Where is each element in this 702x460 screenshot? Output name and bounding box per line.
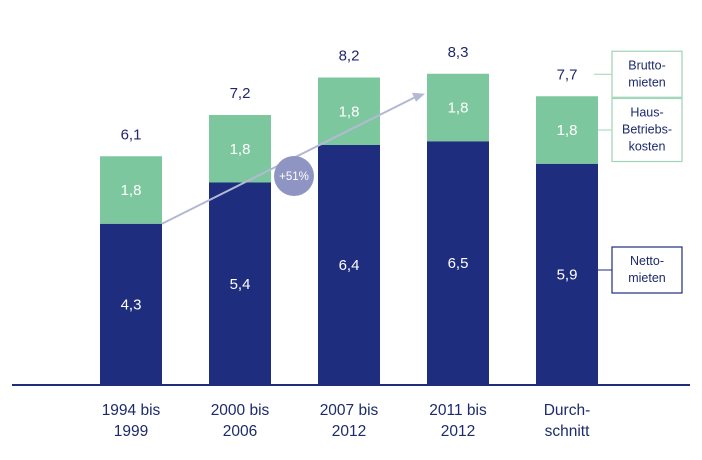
- data-label-netto-4: 5,9: [557, 266, 578, 283]
- data-label-netto-3: 6,5: [448, 255, 469, 272]
- category-label-1-0: 2000 bis: [211, 402, 270, 419]
- legend-label-brutto-1: mieten: [628, 75, 666, 89]
- bar-netto-1: [209, 182, 271, 385]
- data-label-betriebskosten-2: 1,8: [339, 103, 360, 120]
- legend-label-betriebskosten-2: kosten: [629, 140, 666, 154]
- data-label-betriebskosten-4: 1,8: [557, 122, 578, 139]
- data-label-netto-0: 4,3: [121, 296, 142, 313]
- data-label-betriebskosten-1: 1,8: [230, 141, 251, 158]
- data-label-total-0: 6,1: [121, 126, 142, 143]
- category-label-0-1: 1999: [114, 423, 148, 440]
- bar-betriebskosten-1: [209, 115, 271, 183]
- data-label-total-4: 7,7: [557, 66, 578, 83]
- category-label-1-1: 2006: [223, 423, 257, 440]
- data-label-total-1: 7,2: [230, 85, 251, 102]
- legend-label-netto-0: Netto-: [630, 254, 664, 268]
- bar-netto-0: [100, 223, 162, 385]
- legend-layer: Brutto-mieten Haus- Betriebs-kosten Netto-m…: [594, 50, 683, 294]
- growth-arrow-layer: +51%: [161, 92, 425, 225]
- legend-label-brutto-0: Brutto-: [628, 58, 666, 72]
- bars-layer: [100, 73, 598, 385]
- category-label-2-0: 2007 bis: [320, 402, 379, 419]
- legend-label-betriebskosten-1: Betriebs-: [622, 123, 672, 137]
- bar-betriebskosten-3: [427, 73, 489, 142]
- growth-arrow-head: [412, 92, 425, 102]
- bar-netto-2: [318, 145, 380, 385]
- category-label-0-0: 1994 bis: [102, 402, 161, 419]
- legend-box-netto: [611, 246, 683, 294]
- legend-box-betriebskosten: [611, 97, 683, 163]
- bar-netto-4: [536, 163, 598, 385]
- data-label-betriebskosten-0: 1,8: [121, 182, 142, 199]
- category-label-2-1: 2012: [332, 423, 366, 440]
- labels-layer: 4,3 1,8 6,1 1994 bis 1999 5,4 1,8 7,2 2000 bis 20…: [102, 44, 591, 440]
- legend-label-betriebskosten-0: Haus-: [630, 106, 663, 120]
- data-label-total-2: 8,2: [339, 48, 360, 65]
- data-label-netto-2: 6,4: [339, 257, 360, 274]
- category-label-3-0: 2011 bis: [429, 402, 487, 419]
- category-label-4-0: Durch-: [544, 402, 591, 419]
- growth-badge: [274, 156, 314, 196]
- bar-betriebskosten-2: [318, 77, 380, 145]
- growth-badge-label: +51%: [279, 171, 309, 183]
- data-label-total-3: 8,3: [448, 44, 469, 61]
- bar-betriebskosten-0: [100, 156, 162, 224]
- category-label-3-1: 2012: [441, 423, 475, 440]
- category-label-4-1: schnitt: [545, 423, 590, 440]
- legend-label-netto-1: mieten: [628, 271, 666, 285]
- legend-box-brutto: [611, 50, 683, 98]
- data-label-betriebskosten-3: 1,8: [448, 100, 469, 117]
- data-label-netto-1: 5,4: [230, 276, 251, 293]
- bar-netto-3: [427, 141, 489, 385]
- bar-betriebskosten-4: [536, 96, 598, 164]
